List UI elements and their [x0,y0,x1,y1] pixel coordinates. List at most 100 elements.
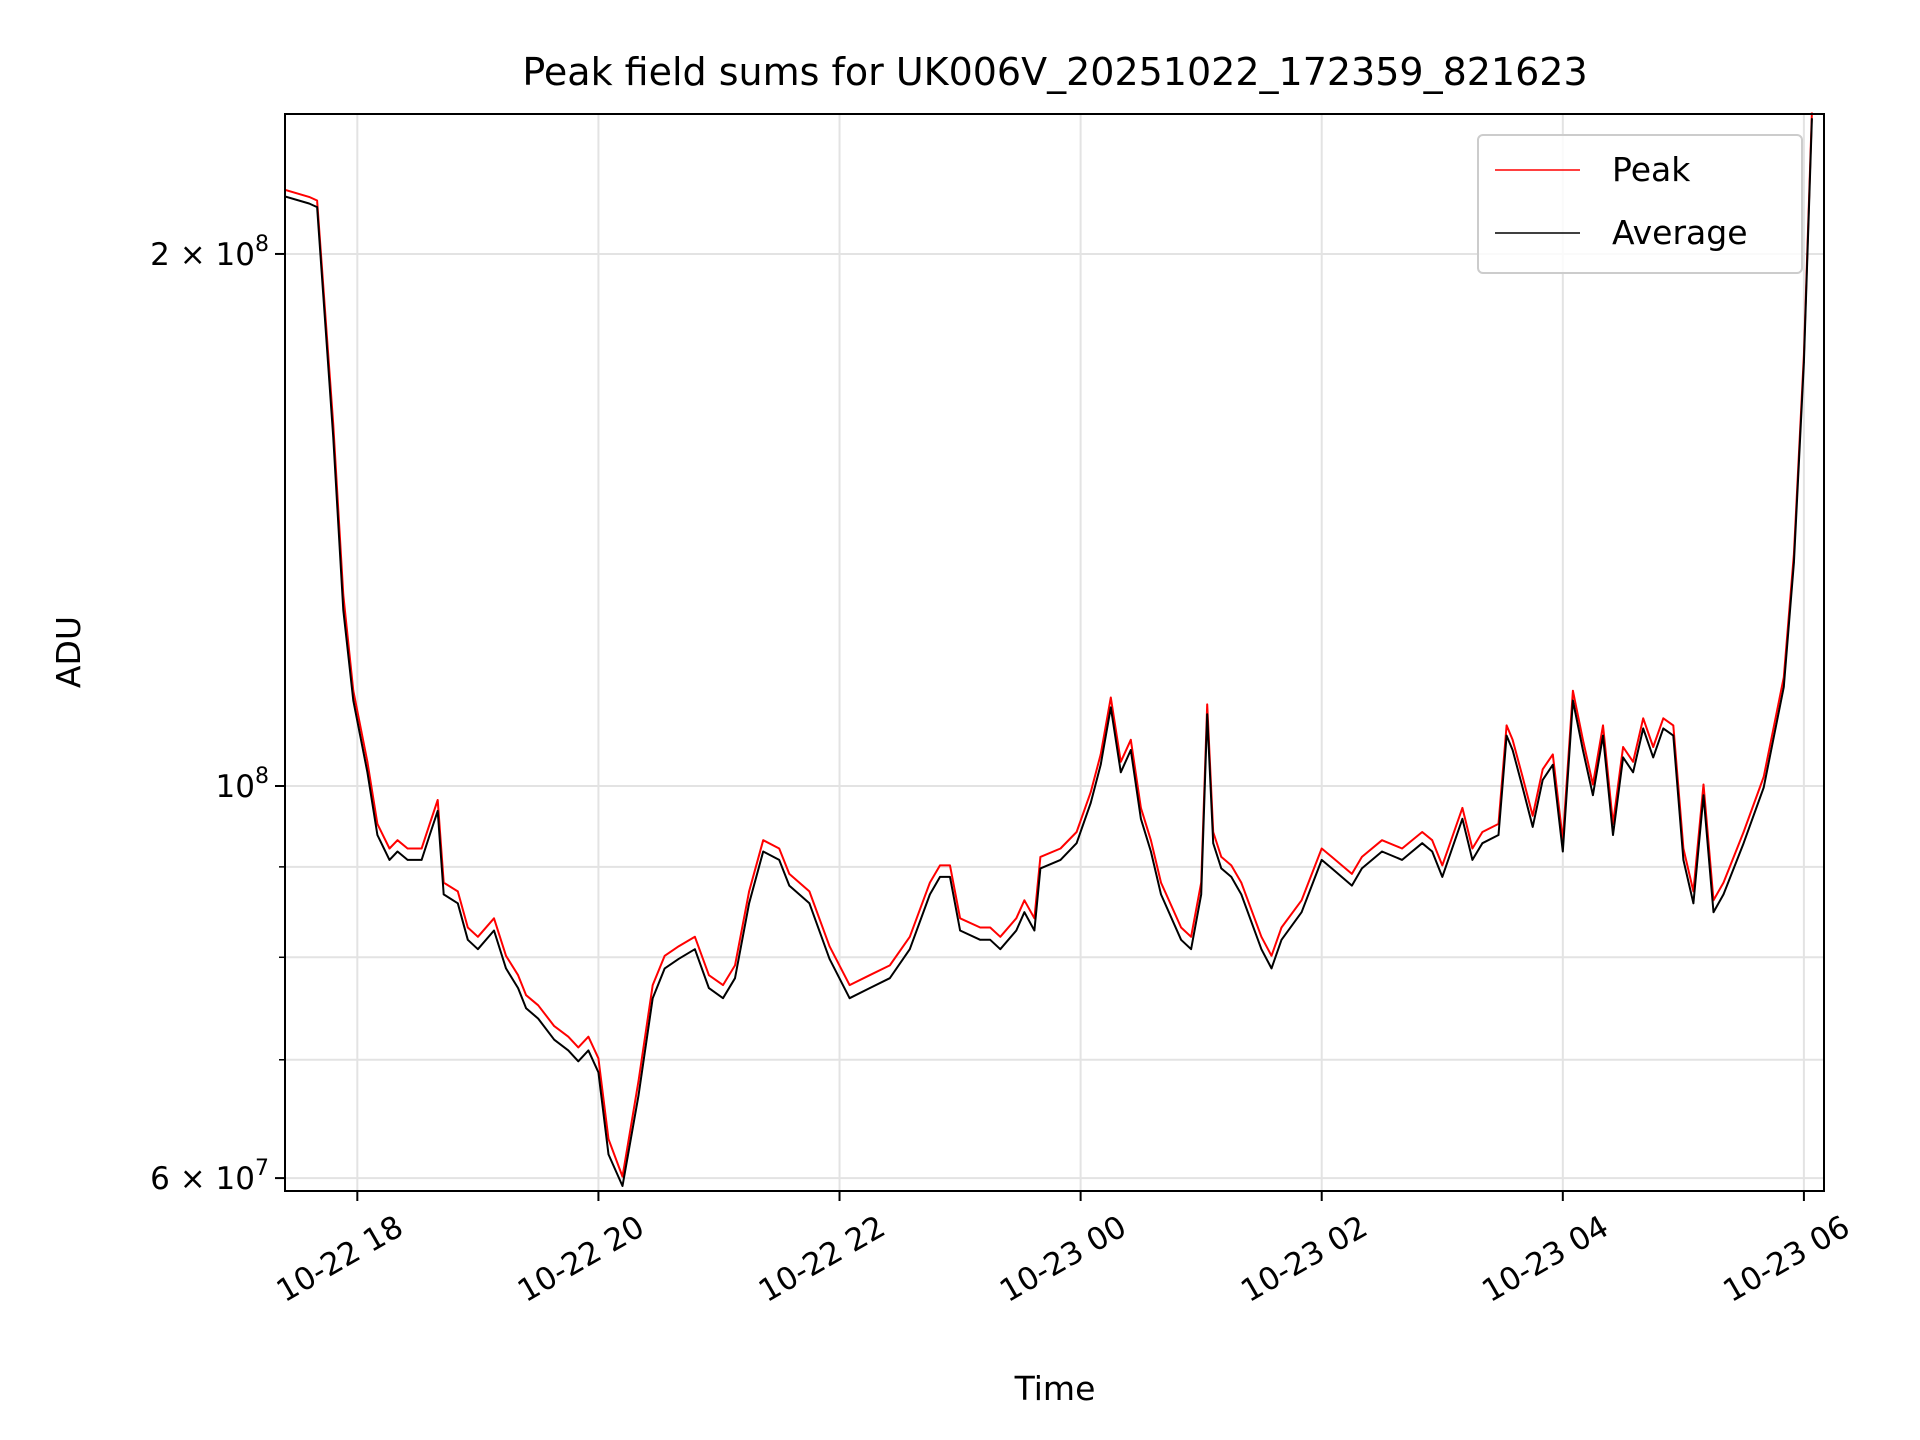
data-point-average [778,859,780,861]
data-point-average [663,967,666,970]
data-point-peak [1431,839,1433,841]
data-point-peak [1521,776,1524,778]
data-point-average [525,1007,527,1010]
data-point-peak [316,199,318,202]
data-point-average [1240,893,1243,896]
data-point-peak [1190,936,1192,938]
data-point-average [1632,771,1634,774]
data-point-average [1150,850,1152,853]
data-point-average [1401,859,1403,861]
data-point-average [553,1038,555,1041]
data-point-average [734,977,736,979]
data-point-average [1692,902,1695,905]
data-point-peak [308,196,310,198]
data-point-peak [909,936,911,938]
data-point-average [428,834,431,836]
data-point-peak [778,847,780,850]
data-point-average [1320,859,1323,861]
data-point-average [607,1153,610,1156]
data-point-average [929,893,931,896]
data-point-peak [708,974,710,976]
data-point-average [1582,749,1584,751]
data-point-peak [1230,864,1233,867]
y-tick-label: 6 × 107 [150,1156,269,1197]
data-point-peak [436,799,439,801]
data-point-peak [1602,724,1604,727]
data-point-peak [477,936,479,938]
legend-label-average: Average [1612,213,1748,252]
data-point-peak [1110,696,1112,699]
data-point-average [1793,562,1795,564]
data-point-average [1220,867,1223,870]
data-point-average [1682,859,1685,861]
series-points-average [285,117,1813,1187]
data-point-average [1075,842,1078,844]
data-point-average [889,977,891,979]
data-point-average [1160,893,1162,896]
data-point-peak [1401,847,1403,850]
data-point-peak [762,839,764,841]
data-point-average [1351,884,1353,887]
data-point-peak [1742,831,1745,833]
data-point-average [332,435,335,438]
data-point-peak [1280,926,1283,929]
data-point-peak [428,823,431,825]
data-point-average [308,202,310,205]
data-point-peak [1351,873,1353,875]
data-point-peak [1160,881,1162,884]
data-point-average [1471,859,1474,861]
data-point-peak [376,823,379,825]
data-point-peak [959,917,961,920]
y-tick-label: 108 [216,764,269,805]
data-point-peak [1023,899,1026,902]
data-point-average [1497,834,1500,836]
data-point-average [388,859,391,861]
data-point-average [1280,939,1283,941]
data-point-average [1541,779,1544,781]
data-point-average [1023,911,1026,913]
data-point-average [1762,786,1765,789]
data-point-average [517,987,519,989]
data-point-peak [597,1057,600,1060]
data-point-average [352,699,355,702]
data-point-average [1099,764,1102,766]
data-point-peak [1582,739,1584,741]
data-point-average [316,206,318,208]
data-point-average [477,948,479,950]
data-point-average [1190,948,1192,950]
data-point-peak [553,1025,555,1027]
data-point-average [678,958,680,960]
data-point-average [1652,756,1654,759]
data-point-peak [1059,847,1062,850]
data-point-peak [949,864,951,867]
data-point-peak [999,936,1002,938]
data-point-peak [1120,761,1122,763]
data-point-average [1722,893,1725,896]
data-point-average [1712,911,1715,913]
data-point-peak [621,1175,624,1178]
data-point-average [722,997,724,999]
data-point-average [999,948,1002,950]
data-point-peak [1592,783,1594,786]
data-point-average [1622,756,1624,759]
data-point-average [467,939,469,941]
x-axis-label: Time [1014,1369,1096,1408]
data-point-peak [1089,791,1092,793]
data-point-average [406,859,409,861]
data-point-peak [694,936,696,938]
data-point-peak [828,945,831,947]
data-point-average [848,997,851,999]
data-point-average [708,987,710,989]
data-point-peak [1622,746,1624,748]
data-point-average [1811,117,1813,120]
data-point-average [1361,867,1363,870]
data-point-average [1783,686,1785,688]
data-point-peak [1441,864,1444,867]
data-point-peak [1331,856,1333,858]
data-point-peak [577,1046,580,1049]
data-point-average [567,1049,570,1052]
data-point-average [1089,802,1092,804]
data-point-peak [1140,807,1142,809]
data-point-average [949,876,951,878]
data-point-peak [1381,839,1383,841]
